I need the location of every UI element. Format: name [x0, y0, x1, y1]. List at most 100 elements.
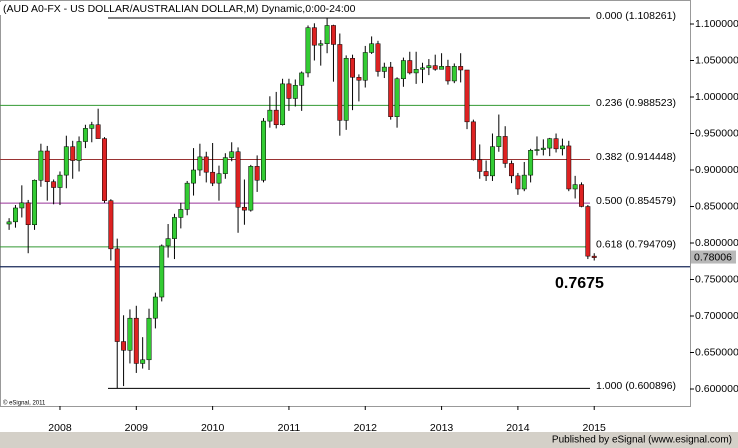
- candle-body: [292, 85, 298, 99]
- candle-body: [280, 83, 286, 125]
- candle-body: [369, 43, 375, 53]
- candle-body: [146, 317, 152, 361]
- candle-body: [178, 209, 184, 218]
- candle-body: [191, 169, 196, 184]
- candle-body: [140, 359, 146, 364]
- candle-body: [51, 181, 57, 188]
- candle-body: [222, 157, 228, 174]
- y-tick-label: 0.900000: [695, 164, 738, 176]
- fib-label: 1.000 (0.600896): [596, 380, 676, 392]
- x-tick-label: 2010: [201, 422, 225, 434]
- candle-body: [89, 124, 95, 129]
- candle-body: [210, 171, 216, 184]
- candle-body: [114, 248, 120, 342]
- candle-body: [350, 58, 355, 78]
- candle-body: [235, 151, 241, 208]
- candle-body: [388, 66, 394, 117]
- candle-body: [439, 66, 445, 70]
- candle-body: [229, 151, 235, 158]
- y-tick-label: 0.800000: [695, 237, 738, 249]
- chart-title: (AUD A0-FX - US DOLLAR/AUSTRALIAN DOLLAR…: [3, 3, 356, 15]
- candle-body: [458, 66, 464, 71]
- fib-label: 0.618 (0.794709): [596, 239, 676, 251]
- candle-body: [483, 171, 489, 177]
- x-tick-label: 2013: [430, 422, 454, 434]
- candle-body: [515, 175, 521, 190]
- candle-body: [331, 25, 336, 45]
- candle-body: [591, 255, 597, 258]
- candle-body: [57, 174, 63, 188]
- candle-body: [165, 238, 171, 247]
- candle-body: [82, 128, 88, 142]
- candle-body: [19, 202, 25, 209]
- candle-body: [356, 77, 362, 81]
- candle-body: [70, 146, 76, 161]
- candle-body: [95, 124, 101, 139]
- x-tick-label: 2015: [583, 422, 607, 434]
- candle-body: [432, 65, 438, 70]
- candle-body: [44, 150, 50, 182]
- candle-body: [490, 146, 495, 177]
- fib-label: 0.236 (0.988523): [596, 97, 676, 109]
- candle-body: [496, 136, 502, 147]
- candle-body: [572, 184, 578, 190]
- candle-body: [324, 25, 330, 44]
- candle-body: [121, 341, 127, 351]
- candle-body: [566, 145, 572, 190]
- level-label: 0.7675: [555, 275, 604, 292]
- candle-body: [394, 78, 400, 117]
- candle-body: [102, 138, 107, 201]
- candle-body: [343, 58, 349, 121]
- y-tick-label: 0.600000: [695, 383, 738, 395]
- x-tick-label: 2012: [354, 422, 378, 434]
- y-tick-label: 0.950000: [695, 127, 738, 139]
- candle-body: [528, 150, 534, 176]
- candle-body: [108, 200, 114, 250]
- candle-body: [445, 66, 451, 82]
- y-tick-label: 1.050000: [695, 54, 738, 66]
- candle-body: [261, 120, 266, 181]
- x-tick-label: 2011: [278, 422, 301, 434]
- candle-body: [32, 179, 37, 226]
- footer: Published by eSignal (www.esignal.com): [552, 435, 732, 446]
- x-tick-label: 2009: [125, 422, 149, 434]
- last-price-label: 0.78006: [694, 251, 732, 263]
- candle-body: [413, 69, 419, 74]
- x-tick-label: 2008: [48, 422, 72, 434]
- candle-body: [241, 206, 247, 211]
- candle-body: [534, 149, 540, 151]
- candle-body: [407, 60, 413, 74]
- fib-label: 0.000 (1.108261): [596, 10, 676, 22]
- last-price-box: [691, 250, 736, 264]
- candle-body: [203, 156, 209, 173]
- candle-body: [63, 146, 69, 176]
- candle-body: [13, 207, 18, 223]
- y-tick-label: 0.700000: [695, 310, 738, 322]
- candle-body: [38, 150, 44, 181]
- candle-body: [254, 166, 260, 181]
- candle-body: [299, 72, 305, 86]
- copyright: © eSignal, 2011: [3, 400, 46, 407]
- candle-body: [521, 174, 527, 190]
- y-tick-label: 0.850000: [695, 200, 738, 212]
- title-bg: [0, 2, 358, 15]
- candle-body: [559, 145, 565, 150]
- candle-body: [502, 136, 508, 164]
- candle-body: [184, 182, 190, 210]
- candle-body: [273, 109, 279, 125]
- fib-label: 0.382 (0.914448): [596, 151, 676, 163]
- candle-body: [420, 67, 425, 70]
- y-tick-label: 0.650000: [695, 346, 738, 358]
- candle-body: [509, 163, 514, 177]
- candle-body: [311, 27, 317, 46]
- candle-body: [337, 44, 343, 121]
- x-tick-label: 2014: [506, 422, 530, 434]
- candle-body: [286, 83, 292, 99]
- candle-body: [477, 159, 483, 172]
- candle-body: [216, 173, 222, 184]
- candle-body: [579, 184, 584, 207]
- candle-body: [375, 43, 381, 72]
- candle-body: [381, 66, 387, 72]
- candle-body: [470, 121, 476, 161]
